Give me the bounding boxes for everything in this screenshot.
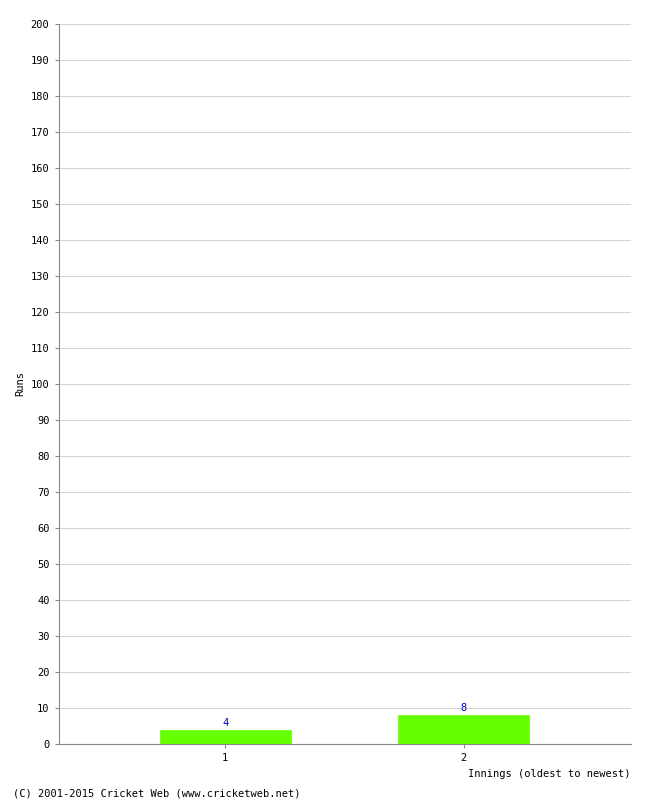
Text: 8: 8 xyxy=(461,703,467,714)
Text: (C) 2001-2015 Cricket Web (www.cricketweb.net): (C) 2001-2015 Cricket Web (www.cricketwe… xyxy=(13,788,300,798)
Bar xyxy=(398,715,529,744)
Y-axis label: Runs: Runs xyxy=(15,371,25,397)
X-axis label: Innings (oldest to newest): Innings (oldest to newest) xyxy=(468,769,630,778)
Bar xyxy=(160,730,291,744)
Text: 4: 4 xyxy=(222,718,228,728)
